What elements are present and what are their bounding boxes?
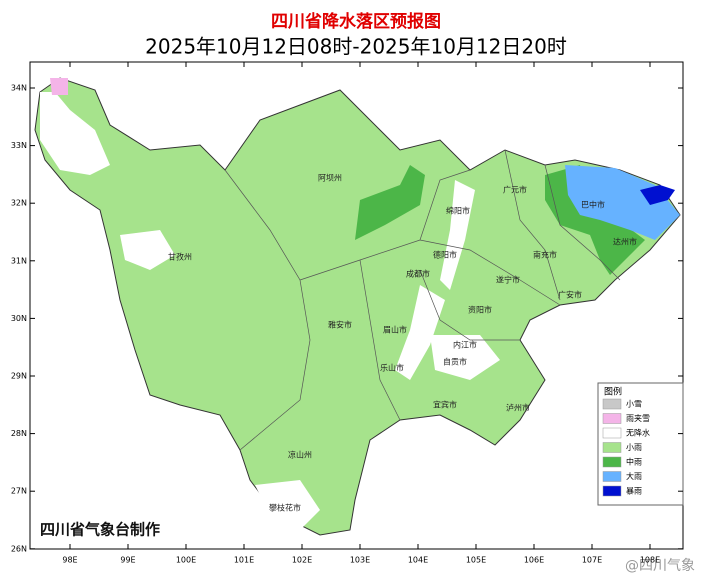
legend-swatch xyxy=(602,485,622,497)
lat-label: 32N xyxy=(11,199,27,208)
city-label: 遂宁市 xyxy=(496,275,520,285)
city-label: 南充市 xyxy=(533,250,557,260)
no-rain-area xyxy=(440,180,475,290)
city-label: 乐山市 xyxy=(380,363,404,373)
watermark: @四川气象 xyxy=(625,558,695,574)
map-subtitle: 2025年10月12日08时-2025年10月12日20时 xyxy=(145,35,567,59)
city-label: 宜宾市 xyxy=(433,400,457,410)
legend-swatch xyxy=(602,398,622,410)
city-label: 攀枝花市 xyxy=(269,503,301,513)
legend-title: 图例 xyxy=(604,386,622,398)
legend-swatch xyxy=(602,427,622,439)
lat-label: 31N xyxy=(11,256,27,265)
lon-label: 103E xyxy=(350,556,370,565)
legend-swatch xyxy=(602,456,622,468)
map-title: 四川省降水落区预报图 xyxy=(271,11,441,32)
legend-label: 雨夹雪 xyxy=(626,413,650,423)
heavy-rain-area xyxy=(565,165,680,240)
legend-label: 暴雨 xyxy=(626,487,642,496)
city-label: 凉山州 xyxy=(288,450,312,460)
lon-label: 99E xyxy=(120,556,135,565)
lon-label: 98E xyxy=(62,556,77,565)
city-label: 雅安市 xyxy=(328,320,352,330)
legend-swatch xyxy=(602,442,622,453)
city-label: 广元市 xyxy=(503,185,527,195)
no-rain-area xyxy=(40,92,110,175)
lat-label: 26N xyxy=(11,544,27,553)
lat-label: 28N xyxy=(11,429,27,438)
city-label: 成都市 xyxy=(406,269,430,279)
legend-label: 无降水 xyxy=(626,428,650,438)
lat-label: 27N xyxy=(11,487,27,496)
legend-label: 小雪 xyxy=(626,400,642,409)
no-rain-area xyxy=(255,480,320,530)
legend-label: 大雨 xyxy=(626,471,642,481)
lon-label: 108E xyxy=(640,556,660,565)
city-label: 阿坝州 xyxy=(318,174,342,183)
no-rain-area xyxy=(395,285,445,380)
lon-label: 101E xyxy=(234,556,254,565)
legend-label: 中雨 xyxy=(626,457,642,467)
city-label: 广安市 xyxy=(558,290,582,300)
borders xyxy=(224,149,621,451)
legend-swatch xyxy=(602,471,622,482)
lon-label: 100E xyxy=(176,556,196,565)
rainstorm-area xyxy=(640,185,675,205)
city-label: 德阳市 xyxy=(433,250,457,260)
sleet-area xyxy=(50,78,68,95)
no-rain-area xyxy=(430,335,500,380)
lon-label: 102E xyxy=(292,556,312,565)
lat-label: 33N xyxy=(11,141,27,150)
map-frame xyxy=(29,61,684,550)
city-label: 泸州市 xyxy=(506,403,530,413)
city-label: 眉山市 xyxy=(383,325,407,335)
legend-swatch xyxy=(602,413,622,424)
lon-label: 107E xyxy=(582,556,602,565)
lat-label: 34N xyxy=(11,84,27,93)
footer: 四川省气象台制作 xyxy=(40,521,160,539)
lon-label: 104E xyxy=(408,556,428,565)
legend-label: 小雨 xyxy=(626,443,642,452)
city-label: 甘孜州 xyxy=(168,252,192,262)
lon-label: 106E xyxy=(524,556,544,565)
moderate-rain-area xyxy=(355,165,425,240)
lat-label: 30N xyxy=(11,314,27,323)
city-label: 内江市 xyxy=(453,340,477,350)
lat-label: 29N xyxy=(11,372,27,381)
city-label: 达州市 xyxy=(613,237,637,247)
no-rain-area xyxy=(120,230,175,270)
city-label: 绵阳市 xyxy=(446,206,470,216)
precip-map xyxy=(34,77,681,536)
lon-label: 105E xyxy=(466,556,486,565)
city-label: 资阳市 xyxy=(468,305,492,315)
city-label: 巴中市 xyxy=(581,200,605,210)
city-label: 自贡市 xyxy=(443,357,467,367)
